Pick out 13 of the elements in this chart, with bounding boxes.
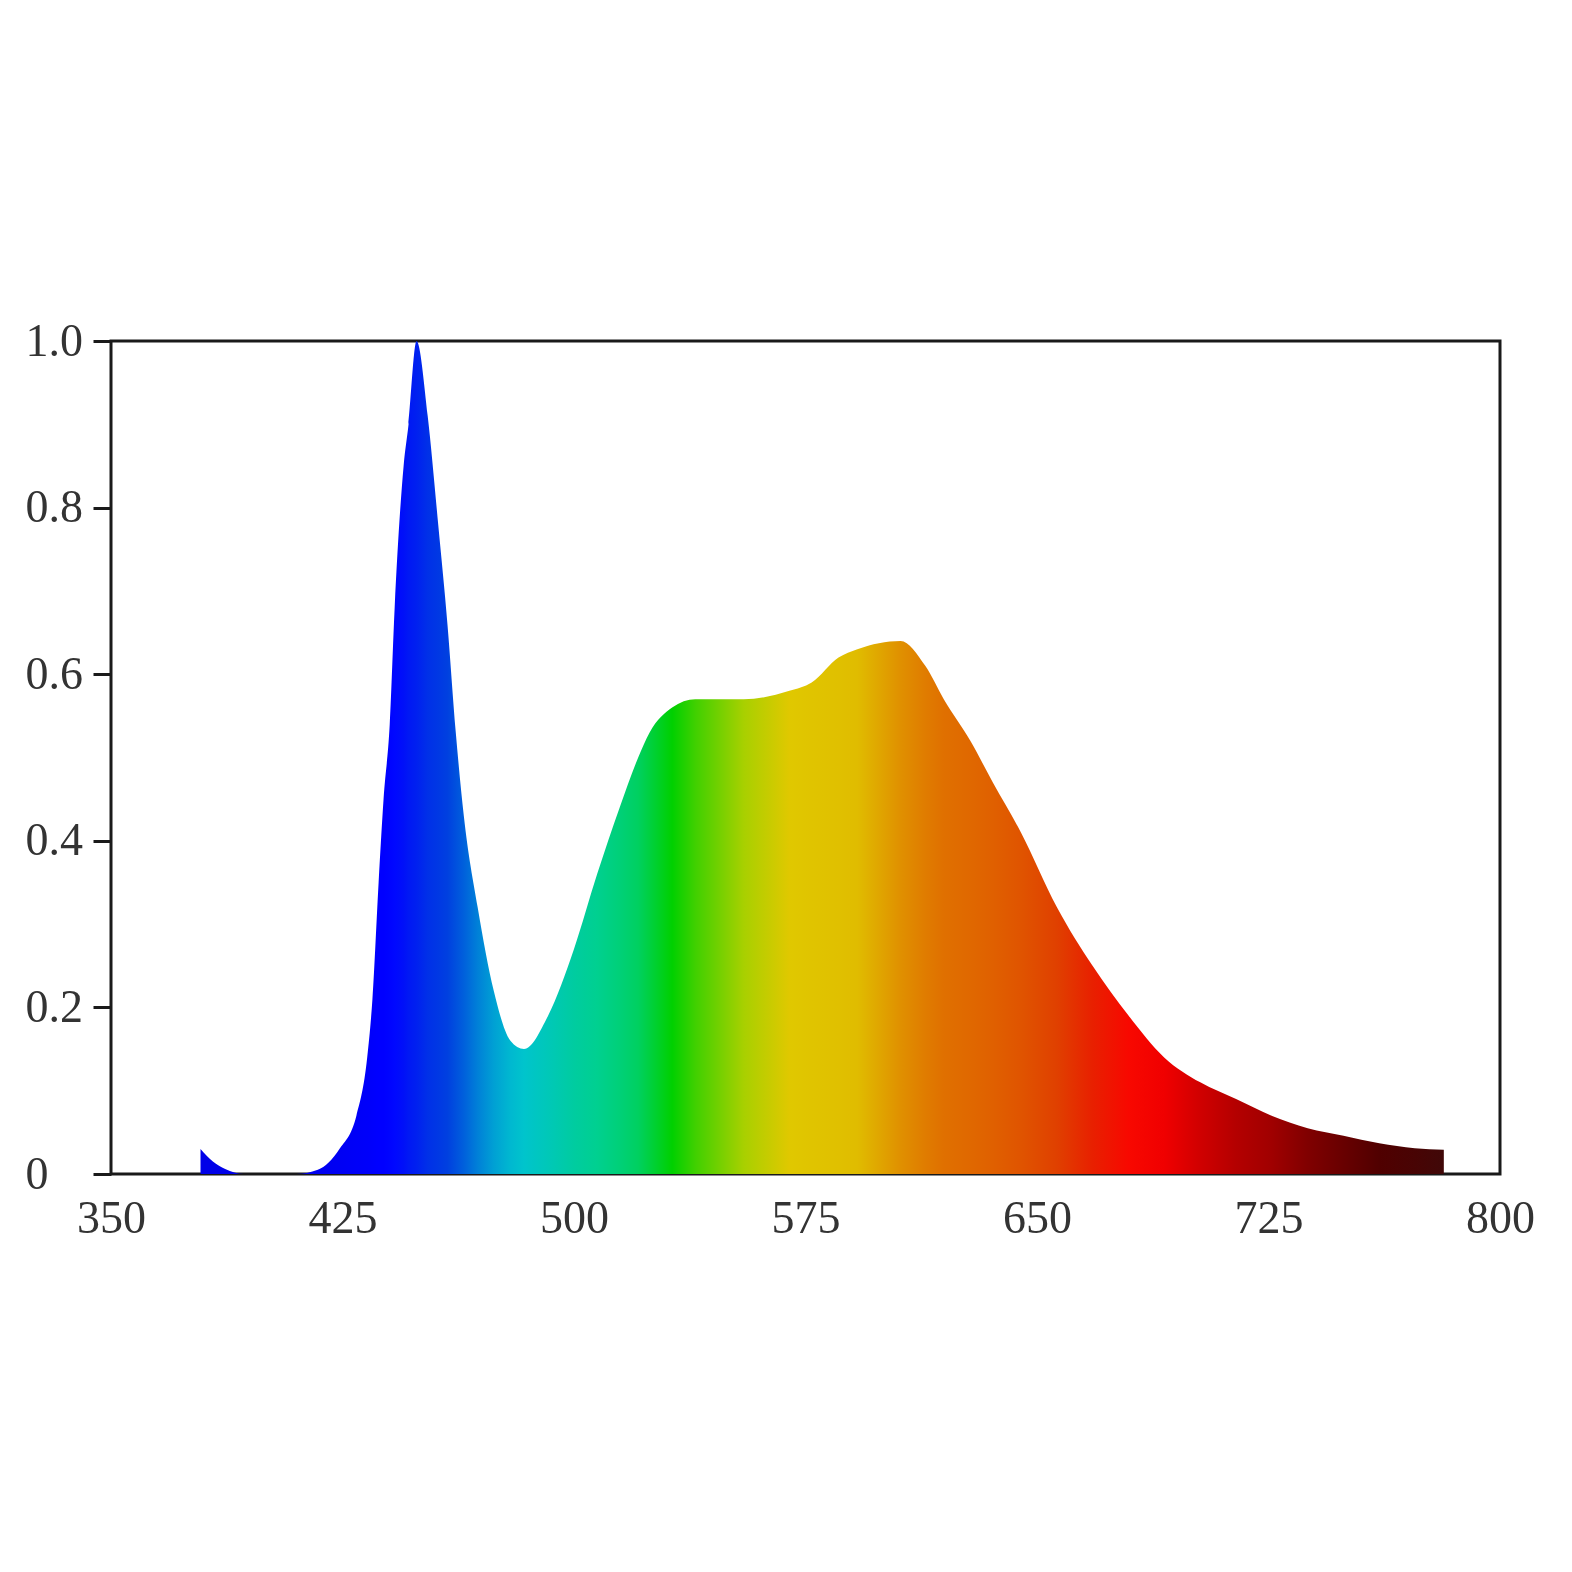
x-tick-label: 500 (540, 1191, 609, 1243)
y-tick-label: 1.0 (25, 314, 83, 366)
x-tick-label: 350 (77, 1191, 146, 1243)
x-tick-label: 650 (1003, 1191, 1072, 1243)
y-tick-label: 0.6 (25, 647, 83, 699)
x-tick-label: 725 (1234, 1191, 1304, 1243)
y-tick-label: 0 (25, 1147, 49, 1199)
x-tick-label: 800 (1466, 1191, 1535, 1243)
x-tick-label: 575 (771, 1191, 841, 1243)
x-tick-label: 425 (308, 1191, 378, 1243)
y-tick-label: 0.8 (25, 481, 83, 533)
y-tick-label: 0.4 (25, 814, 83, 866)
y-tick-label: 0.2 (25, 980, 83, 1032)
